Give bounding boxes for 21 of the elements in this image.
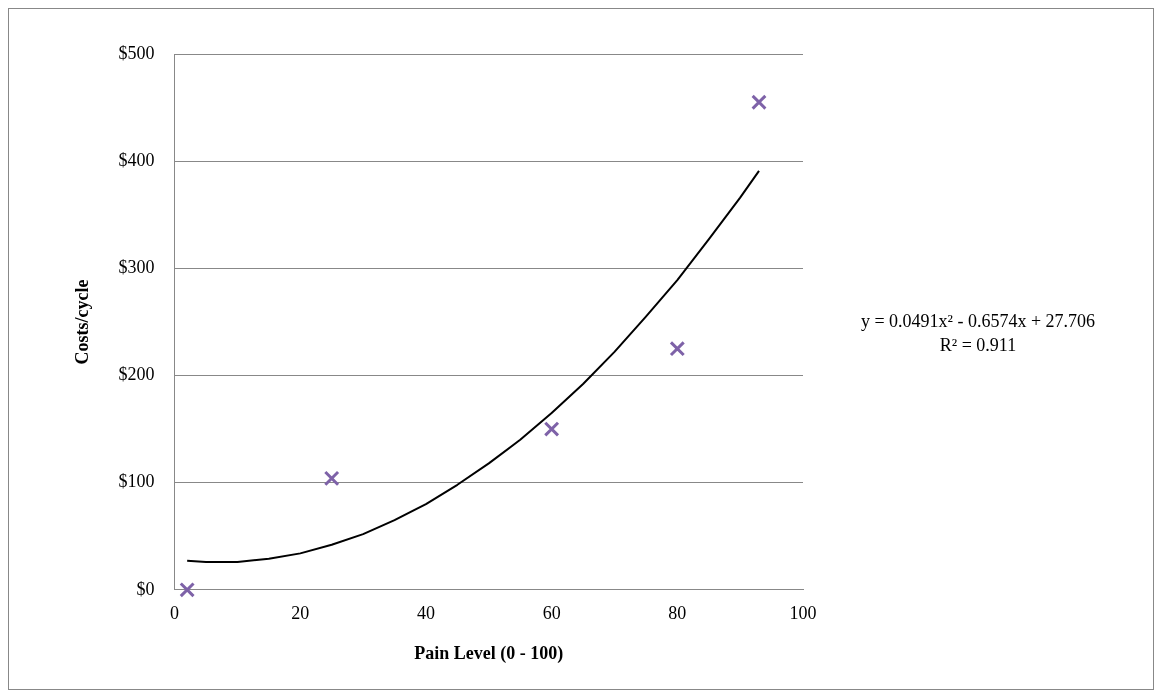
point [543,421,560,437]
y-tick-label: $100 [118,471,155,492]
x-axis-title: Pain Level (0 - 100) [414,642,564,664]
point [751,94,767,111]
y-tick-label: $0 [136,578,155,599]
point [669,340,686,357]
y-tick-label: $200 [118,364,155,385]
x-tick-label: 0 [170,603,180,624]
x-tick-label: 60 [542,603,561,624]
x-tick-label: 100 [789,603,817,624]
x-tick-label: 20 [291,603,310,624]
y-axis-title: Costs/cycle [72,279,93,365]
point [179,581,196,598]
text: R² = 0.911 [939,334,1017,355]
y-tick-label: $300 [118,257,155,278]
y-tick-label: $500 [118,42,155,63]
x-tick-label: 40 [416,603,435,624]
text: y = 0.0491x² - 0.6574x + 27.706 [860,310,1096,331]
x-tick-label: 80 [668,603,687,624]
point [323,470,340,487]
y-tick-label: $400 [118,149,155,170]
